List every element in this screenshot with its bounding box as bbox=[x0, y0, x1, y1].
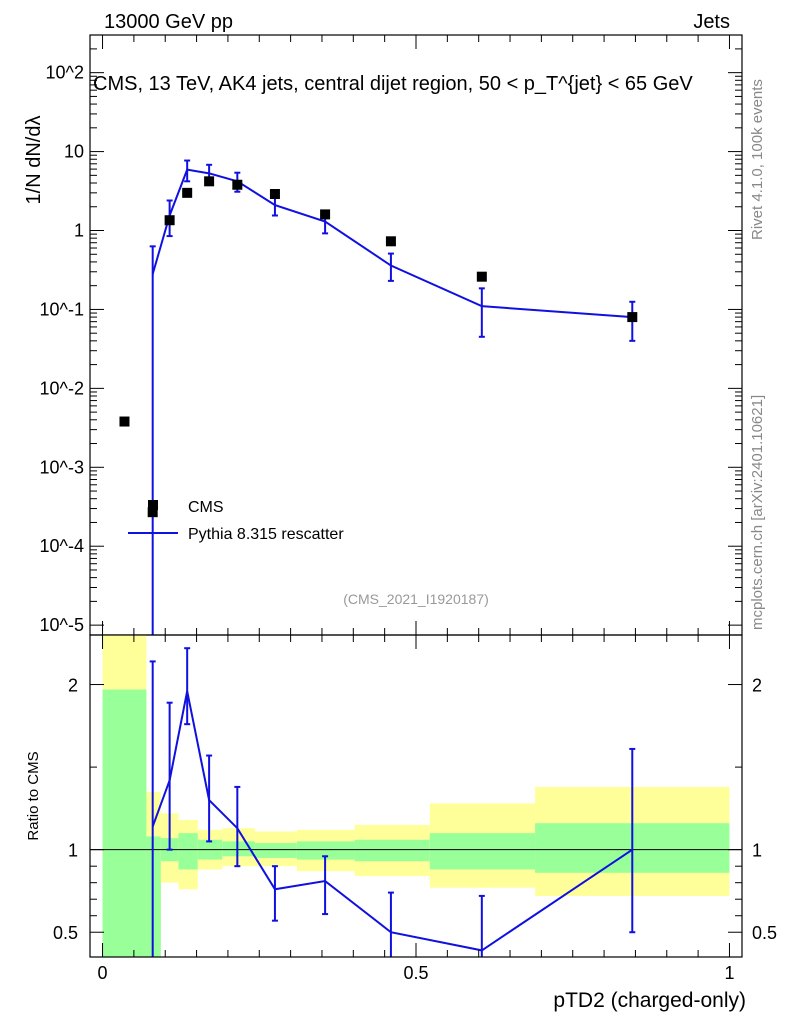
analysis-id: (CMS_2021_I1920187) bbox=[343, 591, 489, 607]
ratio-y-ticks: 0.5 0.5 1 1 2 2 bbox=[53, 676, 777, 944]
main-y-ticks: 10^-5 10^-4 10^-3 10^-2 10^-1 1 10 10^2 bbox=[40, 34, 742, 635]
inner-band bbox=[178, 833, 198, 870]
cms-data-points bbox=[119, 176, 638, 518]
legend-cms-marker bbox=[148, 500, 158, 510]
legend-cms-label: CMS bbox=[188, 499, 224, 516]
main-y-tick-label: 10 bbox=[64, 142, 84, 162]
cms-data-point bbox=[182, 187, 193, 198]
x-tick-label: 0.5 bbox=[403, 963, 428, 983]
main-y-tick-label: 10^-1 bbox=[40, 299, 84, 319]
main-x-ticks bbox=[102, 35, 730, 635]
main-y-tick-label: 10^-3 bbox=[40, 457, 84, 477]
ratio-y-tick-label-right: 0.5 bbox=[752, 923, 777, 943]
ratio-y-axis-label: Ratio to CMS bbox=[25, 751, 42, 840]
y-axis-label-text: 1/N dN/dλ bbox=[23, 116, 45, 205]
energy-label: 13000 GeV pp bbox=[104, 11, 233, 33]
cms-data-point bbox=[476, 271, 487, 282]
main-y-tick-label: 10^-4 bbox=[40, 536, 84, 556]
cms-data-point bbox=[164, 215, 175, 226]
cms-data-point bbox=[147, 507, 158, 518]
plot-title: CMS, 13 TeV, AK4 jets, central dijet reg… bbox=[93, 73, 693, 95]
legend: CMS Pythia 8.315 rescatter bbox=[128, 499, 344, 543]
ratio-y-tick-label: 2 bbox=[68, 676, 78, 696]
cms-data-point bbox=[385, 236, 396, 247]
ratio-series-line bbox=[151, 690, 633, 952]
rivet-label: Rivet 4.1.0, 100k events bbox=[749, 79, 766, 240]
main-y-tick-label: 1 bbox=[74, 221, 84, 241]
ratio-error-bars bbox=[149, 647, 636, 957]
legend-mc-label: Pythia 8.315 rescatter bbox=[188, 526, 344, 543]
ratio-y-tick-label: 1 bbox=[68, 841, 78, 861]
main-y-tick-label: 10^-2 bbox=[40, 378, 84, 398]
uncertainty-bands bbox=[102, 635, 730, 957]
inner-band bbox=[254, 843, 297, 858]
x-tick-label: 1 bbox=[724, 963, 734, 983]
inner-band bbox=[296, 841, 355, 860]
ratio-x-ticks: 0 0.5 1 bbox=[98, 635, 734, 983]
main-y-tick-label: 10^2 bbox=[46, 63, 84, 83]
main-y-tick-label: 10^-5 bbox=[40, 615, 84, 635]
cms-data-point bbox=[119, 416, 130, 427]
x-axis-label: pTD2 (charged-only) bbox=[553, 989, 746, 1012]
mcplots-label: mcplots.cern.ch [arXiv:2401.10621] bbox=[749, 395, 766, 630]
ratio-panel: 0.5 0.51 12 2 0 0.5 1 Ratio to CMS bbox=[25, 634, 777, 983]
x-tick-label: 0 bbox=[98, 963, 108, 983]
cms-data-point bbox=[320, 209, 331, 220]
mc-error-bars bbox=[149, 159, 636, 635]
mc-series-line bbox=[151, 168, 633, 319]
main-frame bbox=[89, 34, 743, 636]
inner-band bbox=[102, 689, 147, 957]
inner-band bbox=[429, 833, 536, 870]
ratio-y-tick-label: 0.5 bbox=[53, 923, 78, 943]
main-panel: 10^-5 10^-4 10^-3 10^-2 10^-1 1 10 10^2 CMS, 13… bbox=[40, 34, 743, 636]
cms-data-point bbox=[627, 312, 638, 323]
category-label: Jets bbox=[693, 11, 730, 33]
cms-data-point bbox=[232, 179, 243, 190]
y-axis-label: 1/N dN/dλ bbox=[23, 116, 45, 205]
inner-band bbox=[354, 839, 430, 862]
ratio-y-tick-label-right: 1 bbox=[752, 841, 762, 861]
cms-data-point bbox=[269, 189, 280, 200]
ratio-y-tick-label-right: 2 bbox=[752, 676, 762, 696]
cms-data-point bbox=[204, 176, 215, 187]
